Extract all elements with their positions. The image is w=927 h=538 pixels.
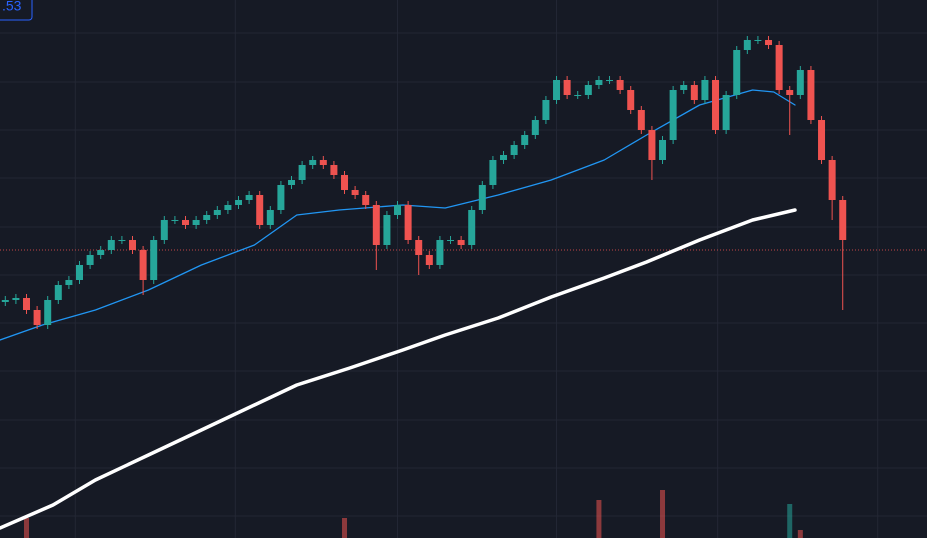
candle-body	[415, 240, 423, 255]
candle-body	[383, 215, 391, 245]
candle-body	[97, 250, 105, 255]
candle-body	[775, 45, 783, 90]
price-label: .53	[2, 0, 22, 14]
candle-body	[627, 90, 635, 110]
candle-body	[23, 298, 31, 310]
candle-body	[701, 80, 709, 100]
candle-body	[1, 300, 9, 302]
candle-body	[404, 205, 412, 240]
candle-body	[394, 205, 402, 215]
candle-body	[648, 130, 656, 160]
price-badge	[0, 0, 33, 21]
candle-body	[86, 255, 94, 265]
candle-body	[796, 70, 804, 95]
candle-body	[213, 210, 221, 215]
candle-body	[203, 215, 211, 220]
candle-body	[489, 160, 497, 185]
candle-body	[192, 220, 200, 225]
candle-body	[256, 195, 264, 225]
candles	[1, 36, 847, 329]
candle-body	[277, 185, 285, 210]
volume-bar	[342, 518, 348, 538]
moving-average	[0, 208, 797, 530]
candle-body	[351, 190, 359, 195]
candle-body	[341, 175, 349, 190]
candle-body	[44, 300, 52, 325]
candle-body	[235, 200, 243, 205]
candle-body	[680, 85, 688, 90]
candle-body	[76, 265, 84, 280]
candle-body	[616, 80, 624, 90]
candle-body	[54, 285, 62, 300]
candle-body	[118, 240, 126, 241]
candle-body	[828, 160, 836, 200]
candle-body	[372, 205, 380, 245]
candle-body	[425, 255, 433, 265]
moving-average	[0, 89, 796, 341]
candle-body	[107, 240, 115, 250]
candle-body	[839, 200, 847, 240]
candle-body	[595, 80, 603, 85]
candle-body	[712, 80, 720, 130]
candle-body	[818, 120, 826, 160]
candle-body	[786, 90, 794, 95]
moving-averages	[0, 89, 797, 530]
candle-body	[478, 185, 486, 210]
candle-body	[468, 210, 476, 245]
candle-body	[606, 80, 614, 81]
volume	[24, 490, 803, 538]
candle-body	[436, 240, 444, 265]
volume-bar	[787, 504, 793, 538]
candle-body	[563, 80, 571, 95]
candle-body	[743, 40, 751, 50]
volume-bar	[797, 530, 803, 538]
volume-bar	[24, 518, 30, 538]
candle-body	[754, 40, 762, 41]
candle-body	[160, 220, 168, 240]
candle-body	[807, 70, 815, 120]
candle-body	[521, 135, 529, 145]
candle-body	[733, 50, 741, 95]
candle-body	[182, 220, 190, 225]
candle-body	[171, 220, 179, 221]
candle-body	[669, 90, 677, 140]
candle-body	[637, 110, 645, 130]
candle-body	[659, 140, 667, 160]
volume-bar	[596, 500, 602, 538]
candle-body	[457, 240, 465, 245]
candle-body	[309, 160, 317, 165]
candle-body	[584, 85, 592, 95]
candle-body	[266, 210, 274, 225]
candle-body	[500, 155, 508, 160]
volume-bar	[660, 490, 666, 538]
candle-body	[224, 205, 232, 210]
candle-body	[531, 120, 539, 135]
candle-body	[288, 180, 296, 185]
candle-body	[510, 145, 518, 155]
candle-body	[139, 250, 147, 280]
candle-body	[129, 240, 137, 250]
candle-body	[574, 95, 582, 96]
candle-body	[690, 85, 698, 100]
candle-body	[722, 95, 730, 130]
candle-body	[150, 240, 158, 280]
candle-body	[33, 310, 41, 325]
candle-body	[12, 298, 20, 300]
overlay: .53	[0, 0, 33, 21]
candle-body	[65, 280, 73, 285]
candle-body	[319, 160, 327, 165]
candle-body	[765, 40, 773, 45]
candle-body	[330, 165, 338, 175]
candle-body	[542, 100, 550, 120]
candle-body	[447, 240, 455, 241]
candle-body	[553, 80, 561, 100]
candle-body	[362, 195, 370, 205]
candle-body	[245, 195, 253, 200]
candle-body	[298, 165, 306, 180]
